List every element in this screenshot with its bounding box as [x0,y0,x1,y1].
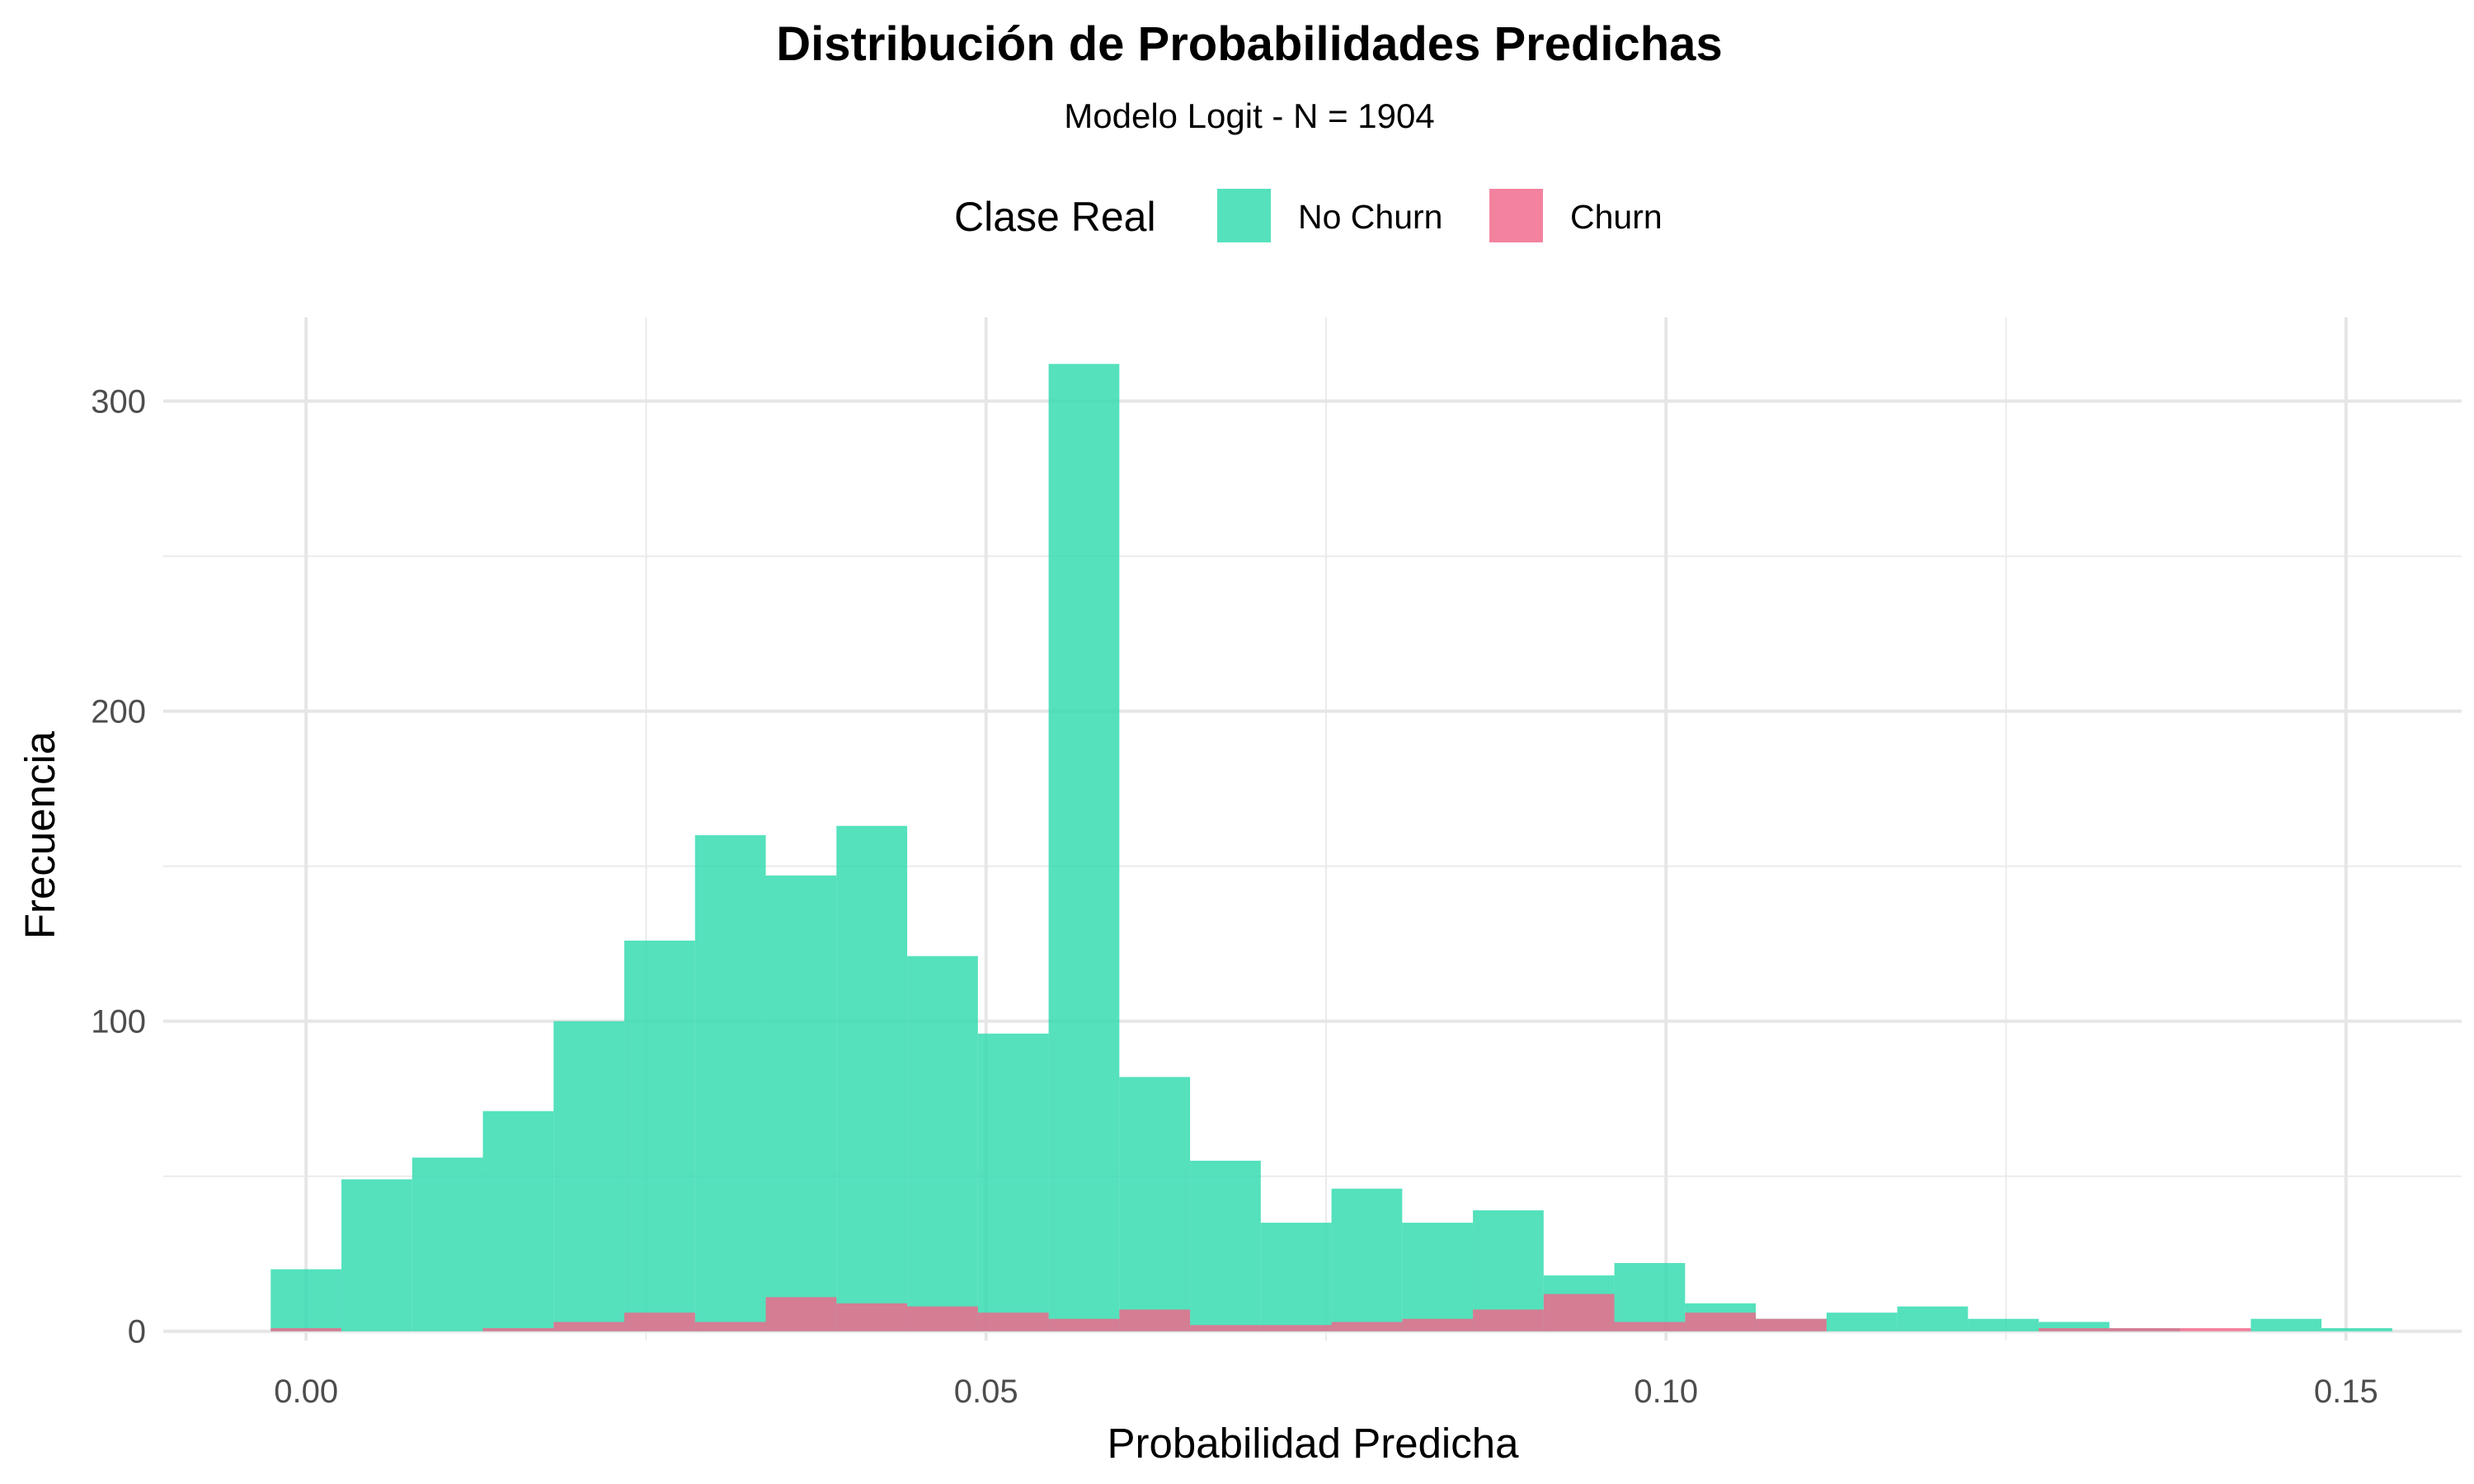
legend-swatch-no-churn [1217,189,1271,242]
bar-no-churn [2321,1327,2392,1331]
bar-no-churn [907,956,978,1331]
legend: Clase Real No Churn Churn [954,189,1663,242]
bar-churn [1543,1294,1615,1331]
legend-item-churn: Churn [1489,189,1663,242]
bar-no-churn [1190,1160,1261,1331]
bar-churn [1260,1325,1332,1331]
x-tick-label: 0.10 [1634,1374,1698,1410]
bar-no-churn [553,1021,625,1331]
bar-no-churn [836,825,908,1331]
bar-no-churn [1119,1077,1191,1331]
bar-no-churn [1968,1318,2039,1331]
bar-churn [553,1322,625,1331]
bars-churn [270,1294,2251,1331]
legend-label-no-churn: No Churn [1298,198,1442,236]
bar-no-churn [341,1179,412,1331]
bar-no-churn [1897,1306,1968,1331]
bar-churn [977,1313,1049,1331]
bar-churn [836,1303,908,1331]
y-tick-label: 300 [91,384,146,420]
bar-churn [1331,1322,1403,1331]
bar-churn [765,1297,837,1331]
bar-churn [270,1327,342,1331]
bar-churn [1119,1309,1191,1331]
legend-label-churn: Churn [1570,198,1663,236]
x-tick-label: 0.00 [274,1374,338,1410]
bar-no-churn [1826,1313,1898,1331]
legend-swatch-churn [1489,189,1543,242]
bar-no-churn [765,875,837,1331]
bar-churn [1402,1318,1474,1331]
bar-churn [1685,1313,1757,1331]
x-axis-ticks: 0.00 0.05 0.10 0.15 [274,1374,2378,1410]
y-tick-label: 100 [91,1004,146,1040]
y-axis-ticks: 0 100 200 300 [91,384,146,1350]
x-tick-label: 0.15 [2314,1374,2378,1410]
bar-churn [2180,1327,2251,1331]
bar-churn [482,1327,554,1331]
bar-no-churn [1331,1188,1403,1331]
bar-no-churn [624,940,695,1331]
bar-no-churn [694,835,766,1331]
bar-no-churn [2251,1318,2322,1331]
x-axis-title: Probabilidad Predicha [1108,1420,1520,1467]
bar-no-churn [1402,1223,1474,1331]
chart-title: Distribución de Probabilidades Predichas [776,17,1722,71]
bar-churn [2109,1327,2180,1331]
bar-no-churn [270,1269,342,1331]
bars-no-churn [270,364,2392,1331]
legend-item-no-churn: No Churn [1217,189,1442,242]
y-tick-label: 200 [91,694,146,730]
bar-churn [624,1313,695,1331]
x-tick-label: 0.05 [954,1374,1018,1410]
bar-churn [1190,1325,1261,1331]
bar-no-churn [2039,1322,2109,1331]
bar-churn [1473,1309,1544,1331]
bar-churn [1048,1318,1120,1331]
legend-title: Clase Real [954,194,1156,240]
bar-churn [1756,1318,1827,1331]
bar-churn [1614,1322,1686,1331]
bar-churn [2039,1327,2109,1331]
bar-churn [694,1322,766,1331]
y-axis-title: Frecuencia [16,730,63,939]
bar-no-churn [977,1033,1049,1331]
bar-churn [907,1306,978,1331]
chart-subtitle: Modelo Logit - N = 1904 [1064,96,1434,135]
bar-no-churn [1614,1262,1686,1331]
y-tick-label: 0 [128,1314,146,1350]
bar-no-churn [412,1158,483,1331]
bar-no-churn [482,1111,554,1331]
bar-no-churn [1048,364,1120,1331]
bar-no-churn [1260,1223,1332,1331]
